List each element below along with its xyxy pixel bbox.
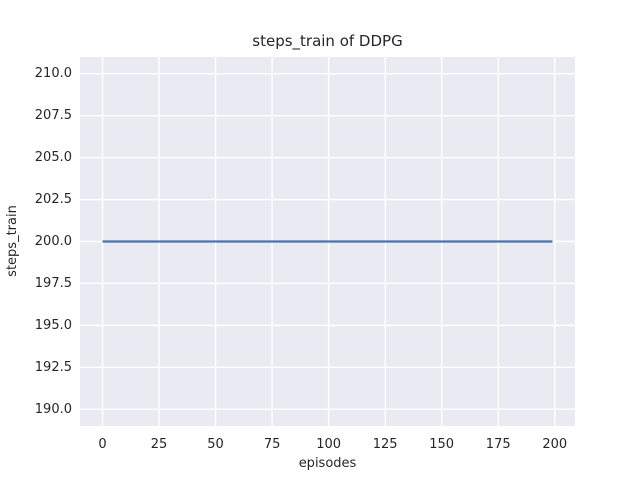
y-tick-label: 207.5 (34, 108, 72, 124)
y-tick-label: 197.5 (34, 275, 72, 291)
y-tick-label: 210.0 (34, 66, 72, 82)
x-tick-label: 125 (372, 437, 398, 452)
x-axis-label: episodes (298, 456, 357, 471)
x-tick-label: 0 (98, 437, 107, 452)
x-tick-label: 100 (316, 437, 342, 452)
x-tick-label: 200 (542, 437, 568, 452)
x-tick-label: 150 (429, 437, 455, 452)
y-tick-label: 195.0 (34, 317, 72, 333)
x-tick-label: 75 (263, 437, 281, 452)
y-tick-label: 190.0 (34, 401, 72, 417)
y-tick-label: 192.5 (34, 359, 72, 375)
x-tick-label: 50 (207, 437, 224, 452)
chart-title: steps_train of DDPG (252, 32, 403, 50)
y-tick-label: 205.0 (34, 150, 72, 166)
x-tick-label: 25 (150, 437, 168, 452)
y-tick-label: 200.0 (34, 234, 72, 249)
x-tick-label: 175 (485, 437, 511, 452)
y-tick-label: 202.5 (34, 192, 72, 208)
